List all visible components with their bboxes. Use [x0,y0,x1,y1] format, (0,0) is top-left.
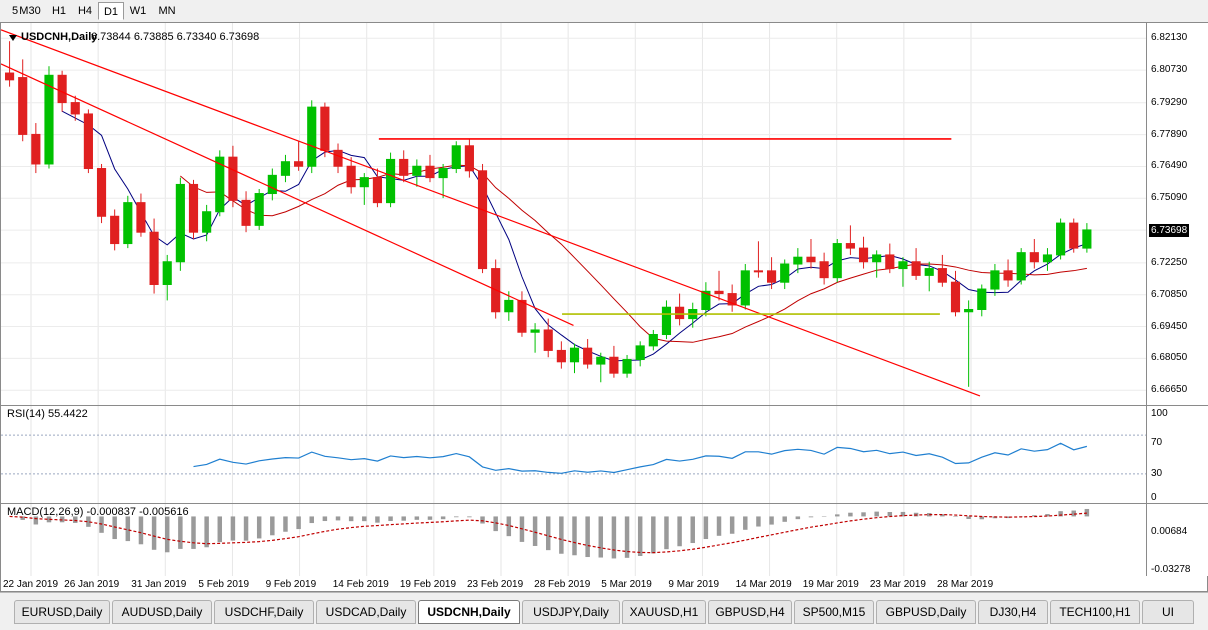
macd-label: MACD(12,26,9) -0.000837 -0.005616 [7,506,189,518]
time-axis-label: 22 Jan 2019 [3,579,59,590]
rsi-chart-svg [1,406,1146,503]
price-scale-label: 6.77890 [1151,128,1188,140]
time-axis-label: 9 Feb 2019 [265,579,317,590]
time-axis-label: 5 Feb 2019 [198,579,250,590]
chart-header-ohlc: 6.73844 6.73885 6.73340 6.73698 [91,31,260,43]
rsi-scale-label: 30 [1151,468,1163,479]
time-axis-label: 28 Feb 2019 [534,579,591,590]
symbol-tab-usdchf-daily[interactable]: USDCHF,Daily [214,600,314,624]
price-scale-label: 6.79290 [1151,96,1188,108]
macd-scale[interactable]: 0.00684 -0.03278 [1146,504,1208,576]
symbol-tab-tech100-h1[interactable]: TECH100,H1 [1050,600,1140,624]
symbol-tab-dj30-h4[interactable]: DJ30,H4 [978,600,1048,624]
time-axis-label: 28 Mar 2019 [937,579,994,590]
chart-frame[interactable]: USDCNH,Daily 6.73844 6.73885 6.73340 6.7… [0,22,1208,592]
time-axis-label: 19 Feb 2019 [399,579,457,590]
rsi-scale-label: 100 [1151,408,1168,419]
timeframe-button-mn[interactable]: MN [158,5,176,17]
time-axis: 22 Jan 2019 26 Jan 2019 31 Jan 2019 5 Feb 2… [1,577,1208,593]
time-axis-label: 9 Mar 2019 [668,579,720,590]
rsi-label: RSI(14) 55.4422 [7,408,88,420]
time-axis-label: 19 Mar 2019 [802,579,859,590]
price-scale[interactable]: 6.82130 6.80730 6.79290 6.77890 6.76490 6.750… [1146,23,1208,405]
price-scale-label: 6.80730 [1151,64,1188,76]
rsi-scale-label: 0 [1151,492,1157,503]
symbol-tab-ui[interactable]: UI [1142,600,1194,624]
timeframe-button-5[interactable]: 5 [11,5,19,17]
rsi-pane[interactable]: RSI(14) 55.4422 [1,406,1146,503]
rsi-scale[interactable]: 100 70 30 0 [1146,406,1208,503]
price-chart-svg [1,23,1146,405]
last-price-badge: 6.73698 [1149,223,1190,237]
macd-chart-svg [9,504,1090,576]
time-axis-label: 5 Mar 2019 [601,579,652,590]
price-scale-label: 6.76490 [1151,160,1188,172]
timeframe-button-m30[interactable]: M30 [19,5,41,17]
timeframe-button-h4[interactable]: H4 [77,5,93,17]
price-scale-label: 6.69450 [1151,320,1188,332]
timeframe-toolbar: 5 M30 H1 H4 D1 W1 MN [0,0,1208,23]
macd-scale-label: 0.00684 [1151,526,1188,537]
pane-separator-2 [1,503,1208,504]
timeframe-button-h1[interactable]: H1 [51,5,67,17]
symbol-tab-sp500-m15[interactable]: SP500,M15 [794,600,874,624]
price-scale-label: 6.68050 [1151,352,1188,364]
pane-separator-1 [1,405,1208,406]
price-scale-label: 6.72250 [1151,256,1188,268]
time-axis-label: 23 Mar 2019 [869,579,926,590]
macd-scale-label: -0.03278 [1151,564,1191,575]
time-axis-label: 14 Mar 2019 [735,579,792,590]
symbol-tab-xauusd-h1[interactable]: XAUUSD,H1 [622,600,706,624]
chart-header-symbol: USDCNH,Daily [21,31,98,43]
price-scale-label: 6.66650 [1151,384,1188,396]
symbol-tab-audusd-daily[interactable]: AUDUSD,Daily [112,600,212,624]
price-pane[interactable]: USDCNH,Daily 6.73844 6.73885 6.73340 6.7… [1,23,1146,405]
symbol-tab-usdcad-daily[interactable]: USDCAD,Daily [316,600,416,624]
symbol-tab-eurusd-daily[interactable]: EURUSD,Daily [14,600,110,624]
time-axis-label: 31 Jan 2019 [131,579,187,590]
time-axis-label: 23 Feb 2019 [467,579,524,590]
price-scale-label: 6.82130 [1151,32,1188,44]
macd-pane[interactable]: MACD(12,26,9) -0.000837 -0.005616 [1,504,1146,576]
chart-menu-triangle-icon[interactable] [9,35,17,41]
timeframe-button-d1[interactable]: D1 [98,2,124,20]
price-scale-label: 6.75090 [1151,192,1188,204]
symbol-tab-usdcnh-daily[interactable]: USDCNH,Daily [418,600,520,624]
time-axis-label: 26 Jan 2019 [64,579,120,590]
symbol-tab-gbpusd-h4[interactable]: GBPUSD,H4 [708,600,792,624]
symbol-tab-usdjpy-daily[interactable]: USDJPY,Daily [522,600,620,624]
symbol-tab-gbpusd-daily[interactable]: GBPUSD,Daily [876,600,976,624]
price-scale-label: 6.70850 [1151,288,1188,300]
rsi-scale-label: 70 [1151,437,1163,448]
time-axis-label: 14 Feb 2019 [332,579,389,590]
symbol-tab-bar: EURUSD,Daily AUDUSD,Daily USDCHF,Daily USDC… [0,592,1208,630]
timeframe-button-w1[interactable]: W1 [129,5,147,17]
